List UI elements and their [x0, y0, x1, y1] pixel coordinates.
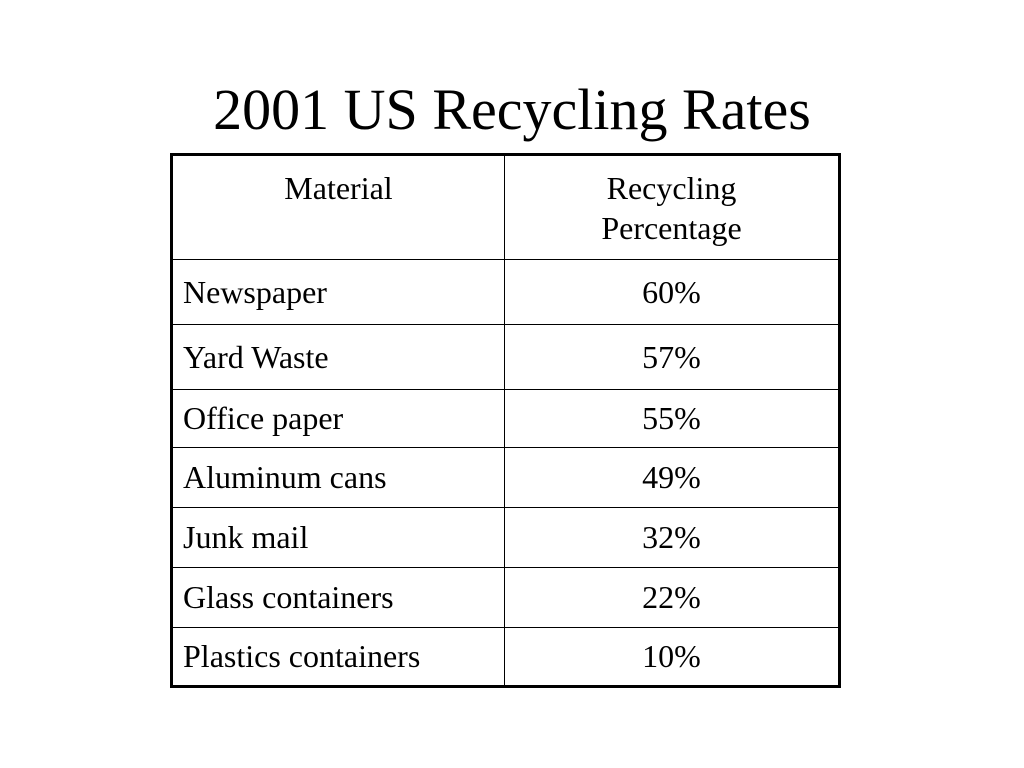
- table-row: Plastics containers 10%: [171, 627, 840, 687]
- material-cell: Aluminum cans: [171, 447, 505, 508]
- material-cell: Newspaper: [171, 259, 505, 325]
- rate-cell: 60%: [504, 259, 840, 325]
- rate-cell: 49%: [504, 447, 840, 508]
- header-recycling-percentage: Recycling Percentage: [504, 154, 840, 260]
- rate-cell: 22%: [504, 567, 840, 628]
- header-rate-line1: Recycling: [606, 170, 737, 206]
- header-material: Material: [171, 154, 505, 260]
- recycling-rates-table: Material Recycling Percentage Newspaper …: [170, 153, 841, 688]
- header-rate-line2: Percentage: [601, 210, 742, 246]
- material-cell: Plastics containers: [171, 627, 505, 687]
- table-row: Glass containers 22%: [171, 567, 840, 628]
- material-cell: Yard Waste: [171, 324, 505, 390]
- table-row: Aluminum cans 49%: [171, 447, 840, 508]
- table-header-row: Material Recycling Percentage: [171, 154, 840, 260]
- rate-cell: 10%: [504, 627, 840, 687]
- table-row: Junk mail 32%: [171, 507, 840, 568]
- table-row: Office paper 55%: [171, 389, 840, 448]
- material-cell: Junk mail: [171, 507, 505, 568]
- material-cell: Glass containers: [171, 567, 505, 628]
- rate-cell: 32%: [504, 507, 840, 568]
- material-cell: Office paper: [171, 389, 505, 448]
- table-row: Newspaper 60%: [171, 259, 840, 325]
- rate-cell: 57%: [504, 324, 840, 390]
- rate-cell: 55%: [504, 389, 840, 448]
- table-row: Yard Waste 57%: [171, 324, 840, 390]
- slide-title: 2001 US Recycling Rates: [213, 77, 811, 142]
